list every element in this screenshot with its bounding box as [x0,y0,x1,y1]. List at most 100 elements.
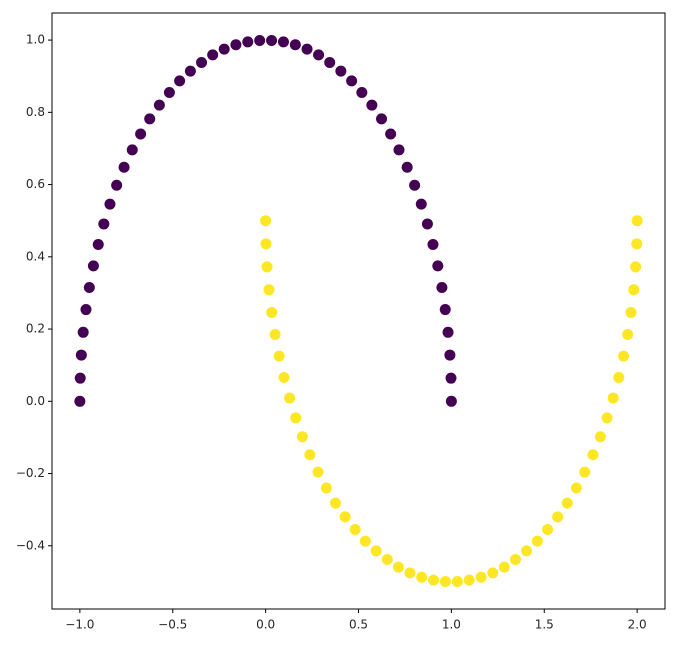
y-tick-label: 0.2 [26,322,45,336]
point [444,349,456,361]
x-tick-label: 0.5 [349,618,368,632]
point [261,261,273,273]
point [254,34,266,46]
point [579,466,591,478]
point [104,198,116,210]
y-tick-label: −0.4 [16,538,45,552]
point [196,56,208,68]
point [445,395,457,407]
point [445,372,457,384]
point [218,43,230,55]
point [392,561,404,573]
point [260,215,272,227]
point [75,349,87,361]
point [630,261,642,273]
axes-frame [51,12,666,610]
point [463,574,475,586]
point [359,535,371,547]
point [442,326,454,338]
point [349,524,361,536]
point [370,545,382,557]
point [631,238,643,250]
y-tick-label: 0.8 [26,105,45,119]
point [118,161,130,173]
point [263,284,275,296]
y-tick-label: 0.6 [26,177,45,191]
point [618,350,630,362]
point [552,511,564,523]
point [260,238,272,250]
point [184,65,196,77]
point [625,306,637,318]
point [80,304,92,316]
point [77,326,89,338]
x-tick-label: 1.5 [535,618,554,632]
point [421,218,433,230]
x-tick-label: 0.0 [256,618,275,632]
point [174,75,186,87]
point [98,218,110,230]
point [87,260,99,272]
x-tick-label: 2.0 [628,618,647,632]
point [290,412,302,424]
point [570,482,582,494]
point [521,545,533,557]
point [393,144,405,156]
point [313,49,325,61]
point [622,328,634,340]
point [607,392,619,404]
y-tick-label: −0.2 [16,466,45,480]
y-tick-label: 0.4 [26,249,45,263]
point [111,179,123,191]
point [613,371,625,383]
point [415,198,427,210]
point [385,128,397,140]
point [542,524,554,536]
point [278,371,290,383]
point [83,282,95,294]
point [329,497,341,509]
point [531,535,543,547]
point [561,497,573,509]
point [487,567,499,579]
point [312,466,324,478]
point [428,574,440,586]
point [594,431,606,443]
point [304,449,316,461]
point [289,39,301,51]
point [230,39,242,51]
point [273,350,285,362]
point [135,128,147,140]
point [509,554,521,566]
point [601,412,613,424]
point [266,34,278,46]
point [409,179,421,191]
point [404,567,416,579]
point [436,282,448,294]
x-tick-label: 1.0 [442,618,461,632]
point [631,215,643,227]
point [356,86,368,98]
point [301,43,313,55]
point [439,576,451,588]
x-tick-label: −1.0 [65,618,94,632]
point [207,49,219,61]
point [498,561,510,573]
point [74,395,86,407]
point [277,36,289,48]
point [284,392,296,404]
point [296,431,308,443]
point [242,36,254,48]
point [126,144,138,156]
point [74,372,86,384]
point [266,306,278,318]
point [381,554,393,566]
point [339,511,351,523]
point [163,86,175,98]
point [628,284,640,296]
point [439,304,451,316]
point [475,571,487,583]
point [451,576,463,588]
